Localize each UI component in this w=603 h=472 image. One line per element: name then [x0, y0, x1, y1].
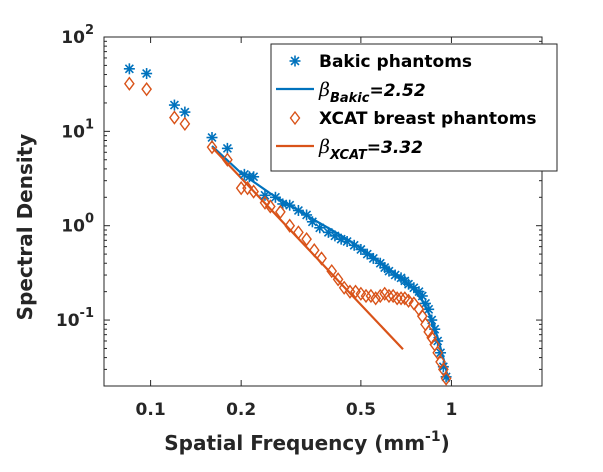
y-tick-base: 10: [61, 217, 85, 237]
data-point: [169, 110, 180, 125]
data-point: [391, 291, 403, 306]
y-tick-label: 102: [61, 23, 94, 48]
x-tick-label: 1: [446, 400, 458, 420]
x-axis-label-close: ): [441, 431, 450, 455]
legend-beta-bakic-subscript: Bakic: [330, 91, 370, 106]
data-point: [383, 288, 395, 304]
data-point: [341, 236, 353, 248]
data-point: [179, 106, 191, 118]
data-point: [360, 288, 372, 304]
data-point: [179, 116, 191, 132]
data-point: [350, 284, 361, 299]
data-point: [316, 251, 327, 266]
data-point: [264, 199, 276, 214]
series-layer: [123, 63, 452, 386]
data-point: [395, 291, 407, 306]
series-3: [211, 146, 404, 351]
legend-label-xcat-breast-phantoms: XCAT breast phantoms: [319, 109, 537, 129]
data-point: [269, 191, 281, 203]
legend-marker-bakic: [289, 55, 301, 67]
data-point: [141, 68, 153, 80]
y-tick-exponent: 2: [85, 23, 94, 38]
data-point: [168, 99, 180, 111]
data-point: [292, 204, 304, 216]
data-point: [123, 63, 135, 75]
legend-label-beta-bakic: βBakic=2.52: [318, 79, 426, 106]
legend: Bakic phantoms βBakic=2.52 XCAT breast p…: [270, 43, 558, 172]
data-point: [367, 252, 379, 264]
legend-beta-xcat-subscript: XCAT: [329, 148, 368, 163]
data-point: [221, 142, 233, 154]
x-axis-label-main: Spatial Frequency (mm: [164, 431, 425, 455]
data-point: [338, 280, 350, 295]
data-point: [259, 195, 271, 210]
data-point: [242, 180, 253, 196]
legend-beta-xcat-value: =3.32: [367, 138, 423, 158]
data-point: [141, 81, 152, 97]
y-tick-base: 10: [61, 122, 85, 142]
data-point: [314, 222, 326, 234]
y-tick-label: 10-1: [56, 306, 94, 331]
y-tick-label: 100: [61, 212, 94, 237]
data-point: [326, 263, 338, 279]
legend-label-bakic-phantoms: Bakic phantoms: [319, 52, 472, 72]
data-point: [301, 231, 312, 247]
data-point: [383, 265, 395, 277]
data-point: [426, 314, 438, 326]
data-point: [284, 218, 296, 233]
legend-marker-xcat: [289, 110, 301, 126]
y-tick-base: 10: [56, 311, 80, 331]
data-point: [293, 225, 304, 240]
data-point: [403, 278, 415, 290]
data-point: [274, 204, 286, 220]
x-tick-label: 0.2: [226, 400, 256, 420]
y-tick-label: 101: [61, 117, 94, 142]
data-point: [355, 243, 367, 255]
fit-line: [211, 146, 404, 351]
series-2: [123, 76, 452, 386]
data-point: [408, 282, 420, 294]
legend-beta-bakic-value: =2.52: [369, 81, 425, 101]
data-point: [423, 324, 435, 340]
x-tick-label: 0.5: [346, 400, 376, 420]
data-point: [284, 199, 296, 211]
data-point: [123, 76, 135, 91]
y-tick-base: 10: [61, 28, 85, 48]
legend-beta-bakic-symbol: β: [318, 79, 330, 101]
data-point: [306, 216, 318, 228]
legend-box: [270, 43, 558, 172]
data-point: [332, 272, 344, 287]
x-axis-label-exponent: -1: [425, 429, 441, 445]
series-0: [123, 63, 452, 383]
x-tick-label: 0.1: [136, 400, 166, 420]
data-point: [206, 139, 218, 155]
legend-beta-xcat-symbol: β: [318, 136, 330, 158]
data-point: [222, 152, 233, 167]
data-point: [259, 189, 271, 201]
legend-marks: [276, 55, 314, 148]
data-point: [374, 288, 386, 304]
legend-label-beta-xcat: βXCAT=3.32: [318, 136, 423, 163]
y-tick-exponent: -1: [80, 306, 94, 321]
y-tick-exponent: 0: [85, 212, 94, 227]
y-axis-label: Spectral Density: [13, 134, 37, 321]
data-point: [248, 171, 260, 183]
data-point: [370, 291, 382, 306]
data-point: [423, 303, 435, 315]
data-point: [348, 239, 360, 251]
data-point: [248, 184, 259, 199]
x-axis-label: Spatial Frequency (mm-1): [164, 429, 450, 455]
data-point: [403, 293, 414, 308]
data-point: [308, 243, 320, 258]
data-point: [361, 248, 373, 260]
data-point: [440, 371, 452, 386]
y-tick-exponent: 1: [85, 117, 94, 132]
